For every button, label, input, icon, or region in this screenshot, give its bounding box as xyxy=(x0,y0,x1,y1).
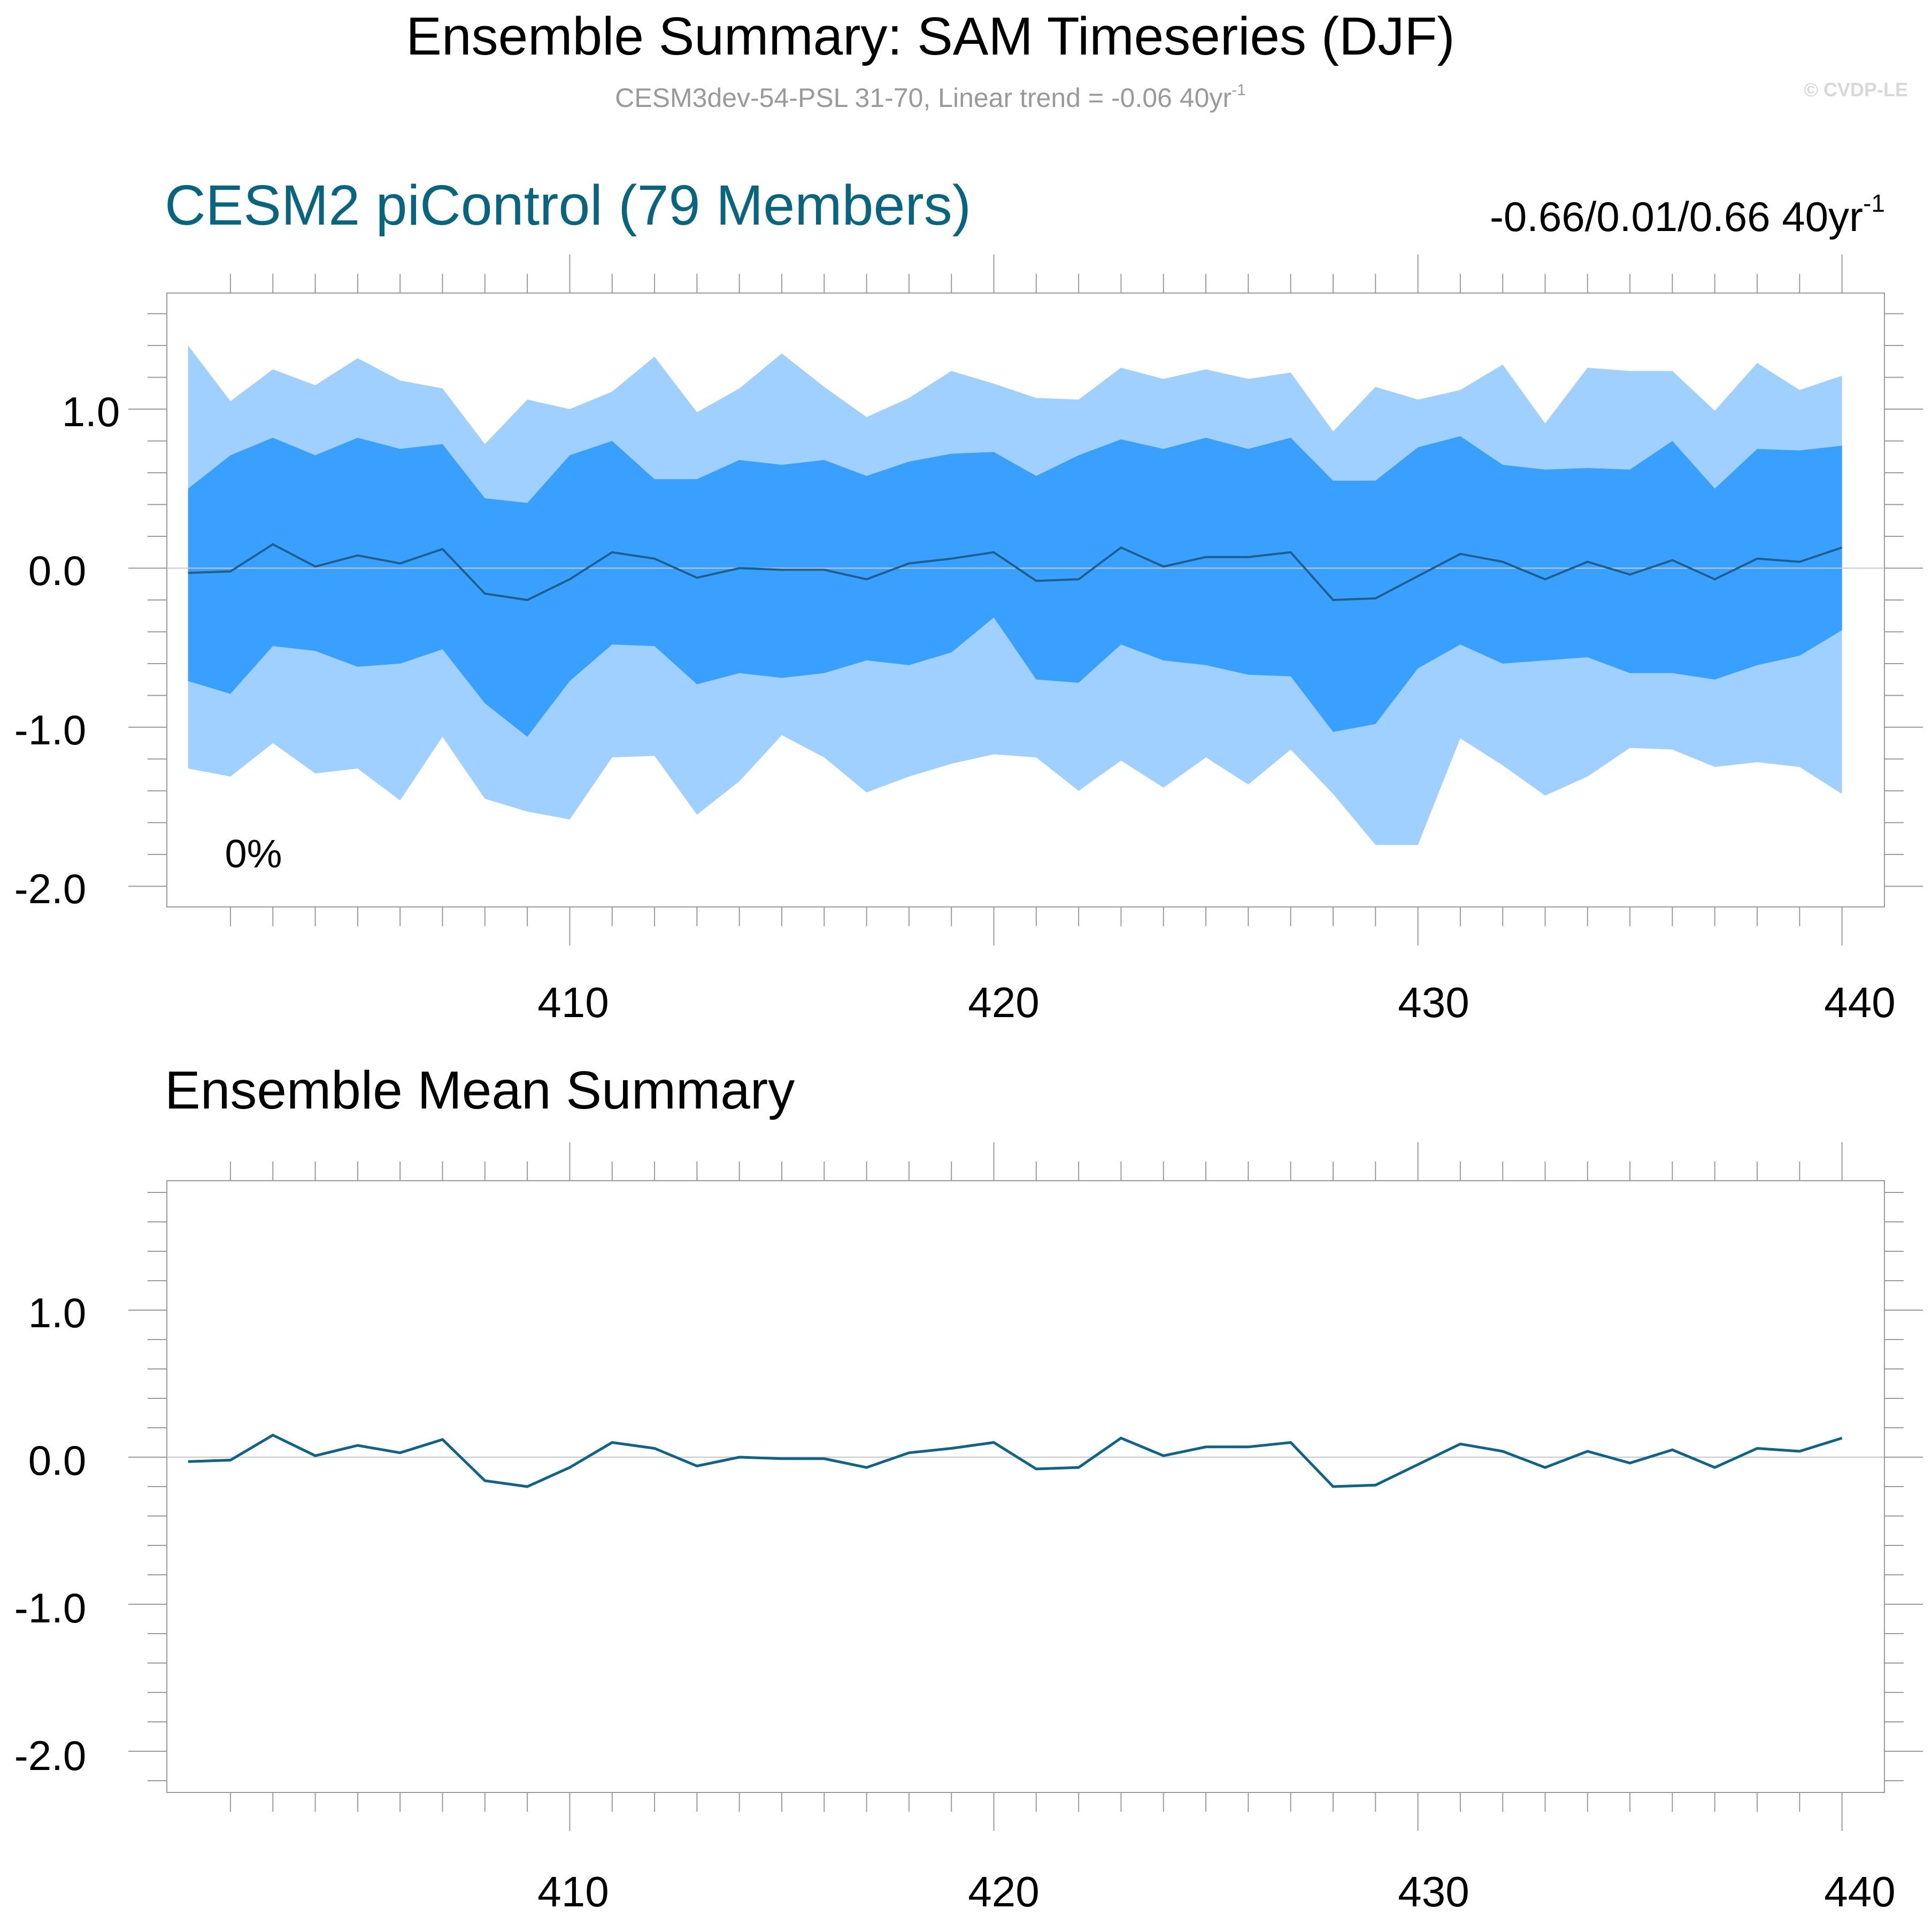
plot-frame xyxy=(166,1180,1885,1793)
subtitle: CESM3dev-54-PSL 31-70, Linear trend = -0… xyxy=(615,81,1246,113)
x-tick-label-420: 420 xyxy=(968,1868,1039,1915)
y-tick-label-0.0: 0.0 xyxy=(28,547,86,594)
copyright-label: © CVDP-LE xyxy=(1804,79,1908,101)
trend-stats-text: -0.66/0.01/0.66 40yr xyxy=(1490,193,1863,240)
x-tick-label-440: 440 xyxy=(1824,1868,1895,1915)
trend-stats-superscript: -1 xyxy=(1863,189,1885,217)
y-tick-label-minus-1.0: -1.0 xyxy=(14,1584,86,1631)
panel-title-cesm2: CESM2 piControl (79 Members) xyxy=(165,174,971,237)
inner-spread-band xyxy=(188,436,1842,737)
y-tick-label-minus-1.0: -1.0 xyxy=(14,706,86,753)
tick-marks xyxy=(128,1142,1923,1831)
y-tick-label-minus-2.0: -2.0 xyxy=(14,865,86,912)
x-tick-label-430: 430 xyxy=(1398,979,1469,1026)
panel-title-ensemble-mean: Ensemble Mean Summary xyxy=(165,1060,795,1120)
y-tick-label-0.0: 0.0 xyxy=(28,1437,86,1484)
tick-marks xyxy=(128,255,1923,945)
y-tick-label-minus-2.0: -2.0 xyxy=(14,1732,86,1779)
ensemble-summary-panel: CESM2 piControl (79 Members) -0.66/0.01/… xyxy=(14,174,1923,1026)
ensemble-mean-line xyxy=(188,1433,1843,1488)
y-tick-label-1.0: 1.0 xyxy=(62,388,120,435)
x-tick-label-430: 430 xyxy=(1398,1868,1469,1915)
ensemble-mean-panel: Ensemble Mean Summary 1.0 0.0 -1.0 -2.0 … xyxy=(14,1060,1923,1915)
x-tick-label-440: 440 xyxy=(1824,979,1895,1026)
subtitle-superscript: -1 xyxy=(1231,81,1246,99)
ensemble-mean-line xyxy=(188,543,1843,602)
x-tick-label-420: 420 xyxy=(968,979,1039,1026)
main-title: Ensemble Summary: SAM Timeseries (DJF) xyxy=(406,6,1454,66)
trend-stats: -0.66/0.01/0.66 40yr-1 xyxy=(1490,189,1885,240)
percent-annotation: 0% xyxy=(225,832,282,876)
subtitle-text: CESM3dev-54-PSL 31-70, Linear trend = -0… xyxy=(615,83,1231,113)
x-tick-label-410: 410 xyxy=(537,1868,609,1915)
y-tick-label-1.0: 1.0 xyxy=(28,1289,86,1336)
x-tick-label-410: 410 xyxy=(537,979,609,1026)
